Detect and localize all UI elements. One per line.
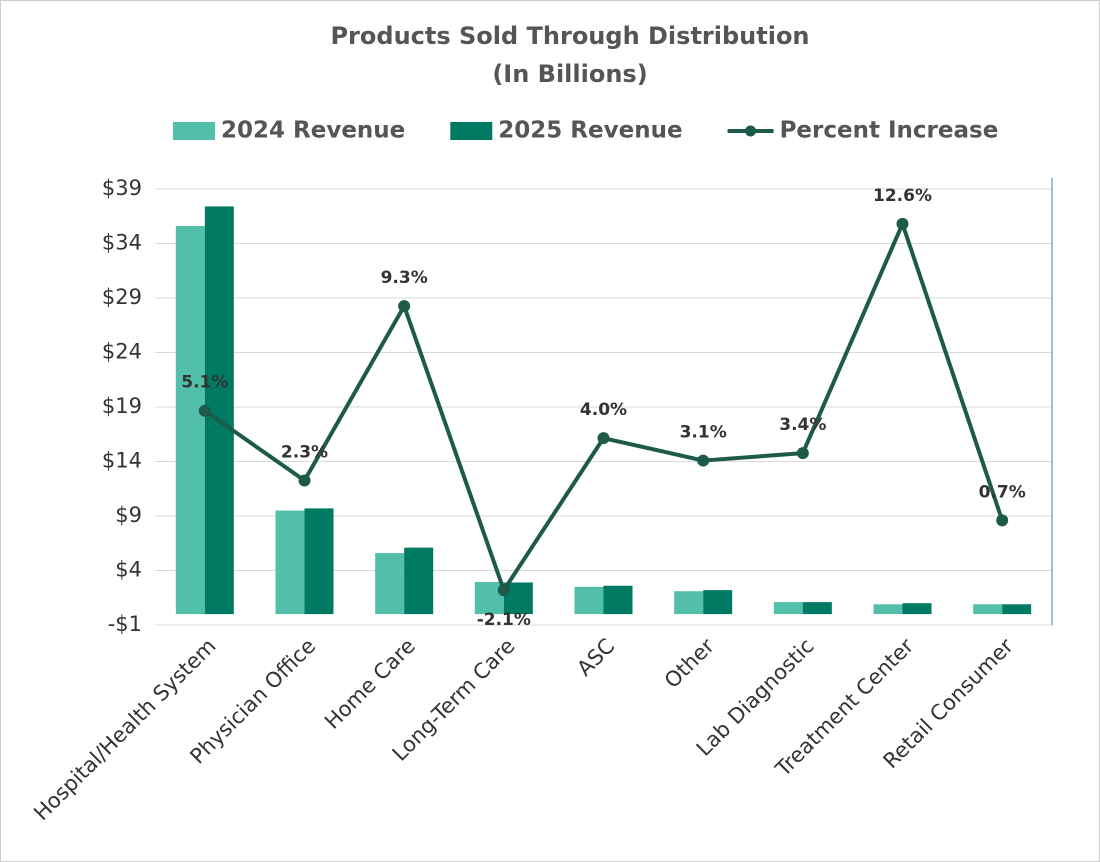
legend-swatch [450, 122, 493, 140]
chart-title: Products Sold Through Distribution [330, 22, 809, 50]
legend-label: Percent Increase [780, 118, 999, 144]
y-tick-label: $29 [102, 285, 142, 309]
bar [973, 604, 1003, 615]
legend-marker [745, 125, 757, 137]
line-marker [896, 217, 909, 230]
bar [603, 585, 633, 615]
line-marker [398, 300, 411, 313]
chart-subtitle: (In Billions) [492, 60, 647, 88]
bar [873, 604, 903, 615]
legend-label: 2024 Revenue [221, 118, 405, 144]
line-marker [298, 474, 311, 487]
data-label: 3.1% [680, 423, 727, 443]
bar [674, 591, 704, 615]
data-label: 5.1% [181, 373, 228, 393]
bar [902, 603, 932, 615]
line-marker [597, 432, 610, 445]
line-marker [996, 514, 1009, 527]
data-label: 4.0% [580, 400, 627, 420]
y-tick-label: $9 [115, 503, 142, 527]
data-label: 3.4% [779, 415, 826, 435]
line-marker [497, 584, 510, 597]
y-tick-label: $14 [102, 449, 142, 473]
y-tick-label: $24 [102, 340, 142, 364]
bar [1002, 604, 1032, 615]
bar [802, 602, 832, 615]
bar [275, 510, 305, 615]
bar [773, 602, 803, 615]
y-tick-label: $34 [102, 231, 142, 255]
y-tick-label: $19 [102, 394, 142, 418]
data-label: 2.3% [281, 442, 328, 462]
y-tick-label: $4 [115, 558, 142, 582]
data-label: 0.7% [979, 482, 1026, 502]
legend-swatch [173, 122, 215, 140]
line-marker [198, 404, 211, 417]
y-tick-label: $39 [102, 176, 142, 200]
y-tick-label: -$1 [108, 612, 142, 636]
legend-label: 2025 Revenue [498, 118, 682, 144]
bar [304, 508, 334, 615]
bar [404, 547, 434, 615]
bar [703, 590, 733, 615]
data-label: 12.6% [873, 186, 932, 206]
data-label: -2.1% [477, 610, 531, 630]
line-marker [697, 454, 710, 467]
data-label: 9.3% [381, 268, 428, 288]
line-marker [796, 447, 809, 460]
bar [175, 226, 205, 615]
bar [375, 553, 405, 615]
bar [574, 586, 604, 615]
